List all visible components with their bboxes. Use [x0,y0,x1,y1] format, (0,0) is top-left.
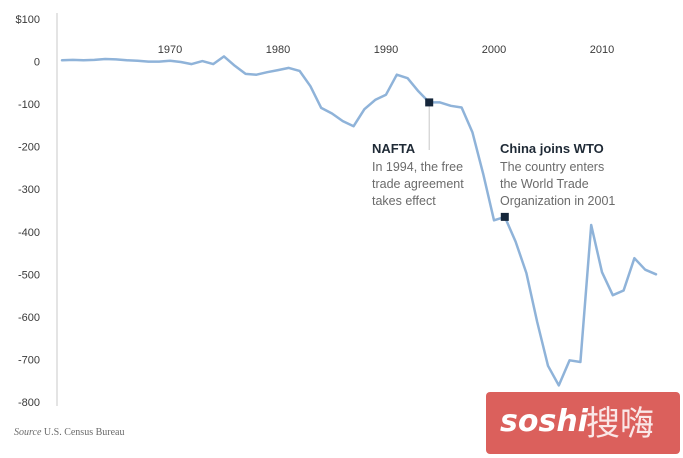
annotation-text: the World Trade [500,177,589,191]
watermark-text: soshi [500,404,588,439]
watermark-cjk: 搜嗨 [586,404,654,444]
y-tick-label: -400 [18,227,40,239]
y-tick-label: -200 [18,142,40,154]
annotation-title: China joins WTO [500,141,604,156]
annotation-text: The country enters [500,160,604,174]
annotation-marker [500,212,509,221]
x-tick-label: 1970 [158,44,182,56]
x-tick-label: 1990 [374,44,398,56]
y-tick-label: -800 [18,397,40,409]
source-note: Source U.S. Census Bureau [14,427,124,438]
annotation-text: trade agreement [372,177,464,191]
series-line [60,55,658,387]
x-tick-label: 2000 [482,44,506,56]
source-label: Source [14,427,42,438]
x-tick-label: 1980 [266,44,290,56]
annotation-marker [425,98,434,107]
annotation-markers [425,98,509,221]
y-tick-label: -700 [18,354,40,366]
annotation-text: takes effect [372,194,436,208]
series-trade-balance [60,55,658,387]
x-tick-labels: 1970 1980 1990 2000 2010 [158,44,614,56]
annotations: NAFTA In 1994, the free trade agreement tak… [372,141,615,208]
y-tick-label: -500 [18,269,40,281]
watermark-logo: soshi 搜嗨 [486,392,680,454]
annotation-text: In 1994, the free [372,160,463,174]
y-tick-labels: $100 0 -100 -200 -300 -400 -500 -600 -700 -800 [16,14,40,409]
y-tick-label: -600 [18,312,40,324]
annotation-text: Organization in 2001 [500,194,615,208]
x-tick-label: 2010 [590,44,614,56]
y-tick-label: 0 [34,57,40,69]
annotation-title: NAFTA [372,141,416,156]
y-tick-label: -300 [18,184,40,196]
y-tick-label: $100 [16,14,40,26]
source-text: U.S. Census Bureau [43,427,125,438]
y-tick-label: -100 [18,99,40,111]
